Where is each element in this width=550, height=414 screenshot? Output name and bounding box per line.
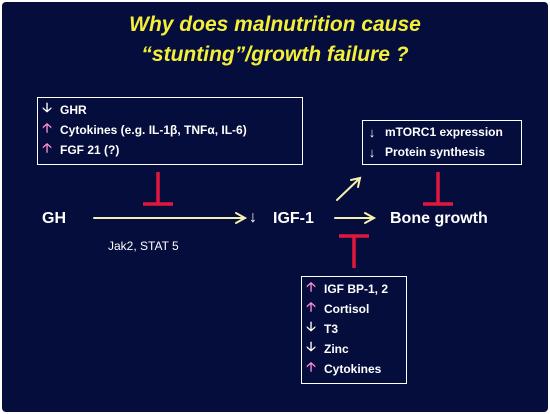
pathway-label: Jak2, STAT 5 [108,239,179,253]
bottom-factor-row: 🡡 Cytokines [302,359,406,379]
bottom-factor-label: Cortisol [324,302,370,316]
up-arrow-icon: 🡡 [306,359,316,374]
bottom-factor-label: Zinc [324,342,349,356]
gh-node: GH [42,210,66,227]
igf1-to-mtorc1-arrow [336,177,361,201]
bottom-factor-row: 🡡 IGF BP-1, 2 [302,279,406,299]
right-factor-row: ↓ Protein synthesis [363,142,521,162]
bone-growth-node: Bone growth [390,210,488,227]
right-factor-label: Protein synthesis [385,145,486,159]
left-factor-row: 🡣 GHR [38,100,302,120]
down-arrow-icon: ↓ [368,124,376,140]
slide-title-line-2: “stunting”/growth failure ? [141,43,409,66]
igf1-to-mtorc1-arrowhead [350,176,362,188]
up-arrow-icon: 🡡 [42,140,52,155]
gh-to-igf1-arrowhead [235,212,248,224]
right-factor-row: ↓ mTORC1 expression [363,122,521,142]
up-arrow-icon: 🡡 [306,279,316,294]
up-arrow-icon: 🡡 [42,120,52,135]
up-arrow-icon: 🡡 [306,299,316,314]
down-arrow-icon: ↓ [368,144,376,160]
left-factor-row: 🡡 Cytokines (e.g. IL-1β, TNFα, IL-6) [38,120,302,140]
down-arrow-icon: 🡣 [42,100,52,115]
left-factor-row: 🡡 FGF 21 (?) [38,140,302,160]
left-factor-label: FGF 21 (?) [60,143,120,157]
bottom-factor-row: 🡡 Cortisol [302,299,406,319]
bottom-factor-label: IGF BP-1, 2 [324,282,389,296]
left-factor-box: 🡣 GHR 🡡 Cytokines (e.g. IL-1β, TNFα, IL-… [37,97,303,165]
bottom-factor-row: 🡣 Zinc [302,339,406,359]
left-factor-label: GHR [60,103,87,117]
bottom-factor-row: 🡣 T3 [302,319,406,339]
down-arrow-icon: 🡣 [306,339,316,354]
bottom-factor-box: 🡡 IGF BP-1, 2 🡡 Cortisol 🡣 T3 🡣 Zinc 🡡 C… [301,276,407,384]
right-factor-box: ↓ mTORC1 expression ↓ Protein synthesis [362,120,522,165]
left-factor-label: Cytokines (e.g. IL-1β, TNFα, IL-6) [60,123,247,137]
igf1-node: IGF-1 [273,210,314,227]
down-arrow-icon: 🡣 [306,319,316,334]
bottom-factor-label: Cytokines [324,362,382,376]
igf1-down-arrow-icon: ↓ [249,209,257,226]
igf1-to-bone-arrowhead [364,212,377,224]
slide-title-line-1: Why does malnutrition cause [129,13,421,36]
right-factor-label: mTORC1 expression [385,125,503,139]
bottom-factor-label: T3 [324,322,339,336]
